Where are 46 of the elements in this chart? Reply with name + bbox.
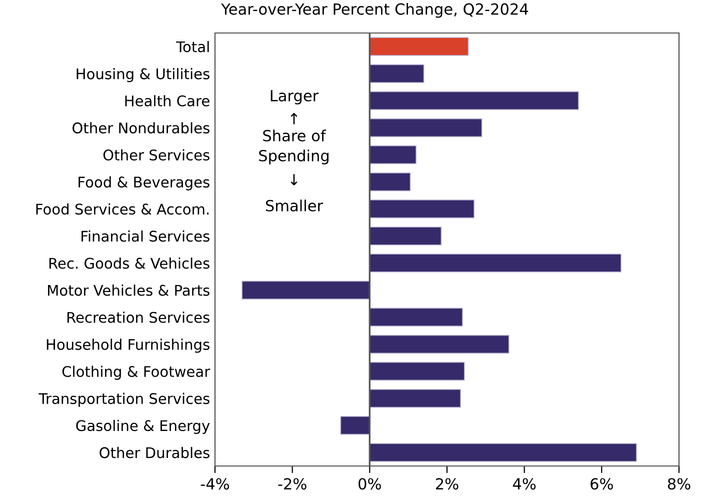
annotation: Smaller <box>266 200 324 212</box>
y-tick-label: Other Nondurables <box>72 122 210 134</box>
x-tick-label: 0% <box>358 478 381 490</box>
bar <box>369 388 461 408</box>
annotation: Spending <box>259 150 329 164</box>
bar <box>340 416 370 435</box>
x-tick-label: -4% <box>200 478 230 490</box>
bar <box>369 362 465 381</box>
y-tick-label: Financial Services <box>82 230 210 242</box>
annotation: Share of <box>263 130 326 142</box>
bar <box>242 280 370 300</box>
y-tick-label: Transportation Services <box>38 392 210 407</box>
annotation: Larger <box>270 90 319 104</box>
annotation: ↑ <box>290 113 298 124</box>
x-tick-label: 2% <box>436 478 458 490</box>
y-tick-label: Food & Beverages <box>78 176 210 190</box>
y-tick-label: Motor Vehicles & Parts <box>48 284 210 296</box>
y-tick-label: Clothing & Footwear <box>62 366 210 380</box>
bar <box>369 118 482 138</box>
bar <box>369 334 510 354</box>
y-tick-label: Household Furnishings <box>46 338 210 353</box>
y-tick-label: Food Services & Accom. <box>36 203 209 215</box>
y-tick-label: Recreation Services <box>67 312 210 323</box>
y-tick-label: Other Services <box>103 149 210 161</box>
x-tick-label: 8% <box>668 478 690 490</box>
x-tick-label: 4% <box>512 478 536 490</box>
bar <box>369 308 463 327</box>
y-tick-label: Total <box>176 40 209 52</box>
bar <box>369 226 442 246</box>
bar <box>369 91 579 110</box>
x-tick-label: -2% <box>278 478 306 490</box>
x-tick-label: 6% <box>590 478 613 490</box>
y-tick-label: Housing & Utilities <box>76 68 210 82</box>
y-tick-label: Health Care <box>125 95 210 106</box>
chart-subtitle: Year-over-Year Percent Change, Q2-2024 <box>221 3 528 18</box>
y-tick-label: Gasoline & Energy <box>76 420 210 434</box>
y-tick-label: Rec. Goods & Vehicles <box>49 257 210 269</box>
bar <box>369 200 474 218</box>
bar <box>369 254 622 272</box>
annotation: ↓ <box>290 174 298 186</box>
bar <box>369 172 411 192</box>
bar <box>369 37 469 56</box>
y-tick-label: Other Durables <box>100 446 210 458</box>
bar <box>369 145 416 164</box>
bar <box>369 443 637 462</box>
bar <box>369 64 424 83</box>
